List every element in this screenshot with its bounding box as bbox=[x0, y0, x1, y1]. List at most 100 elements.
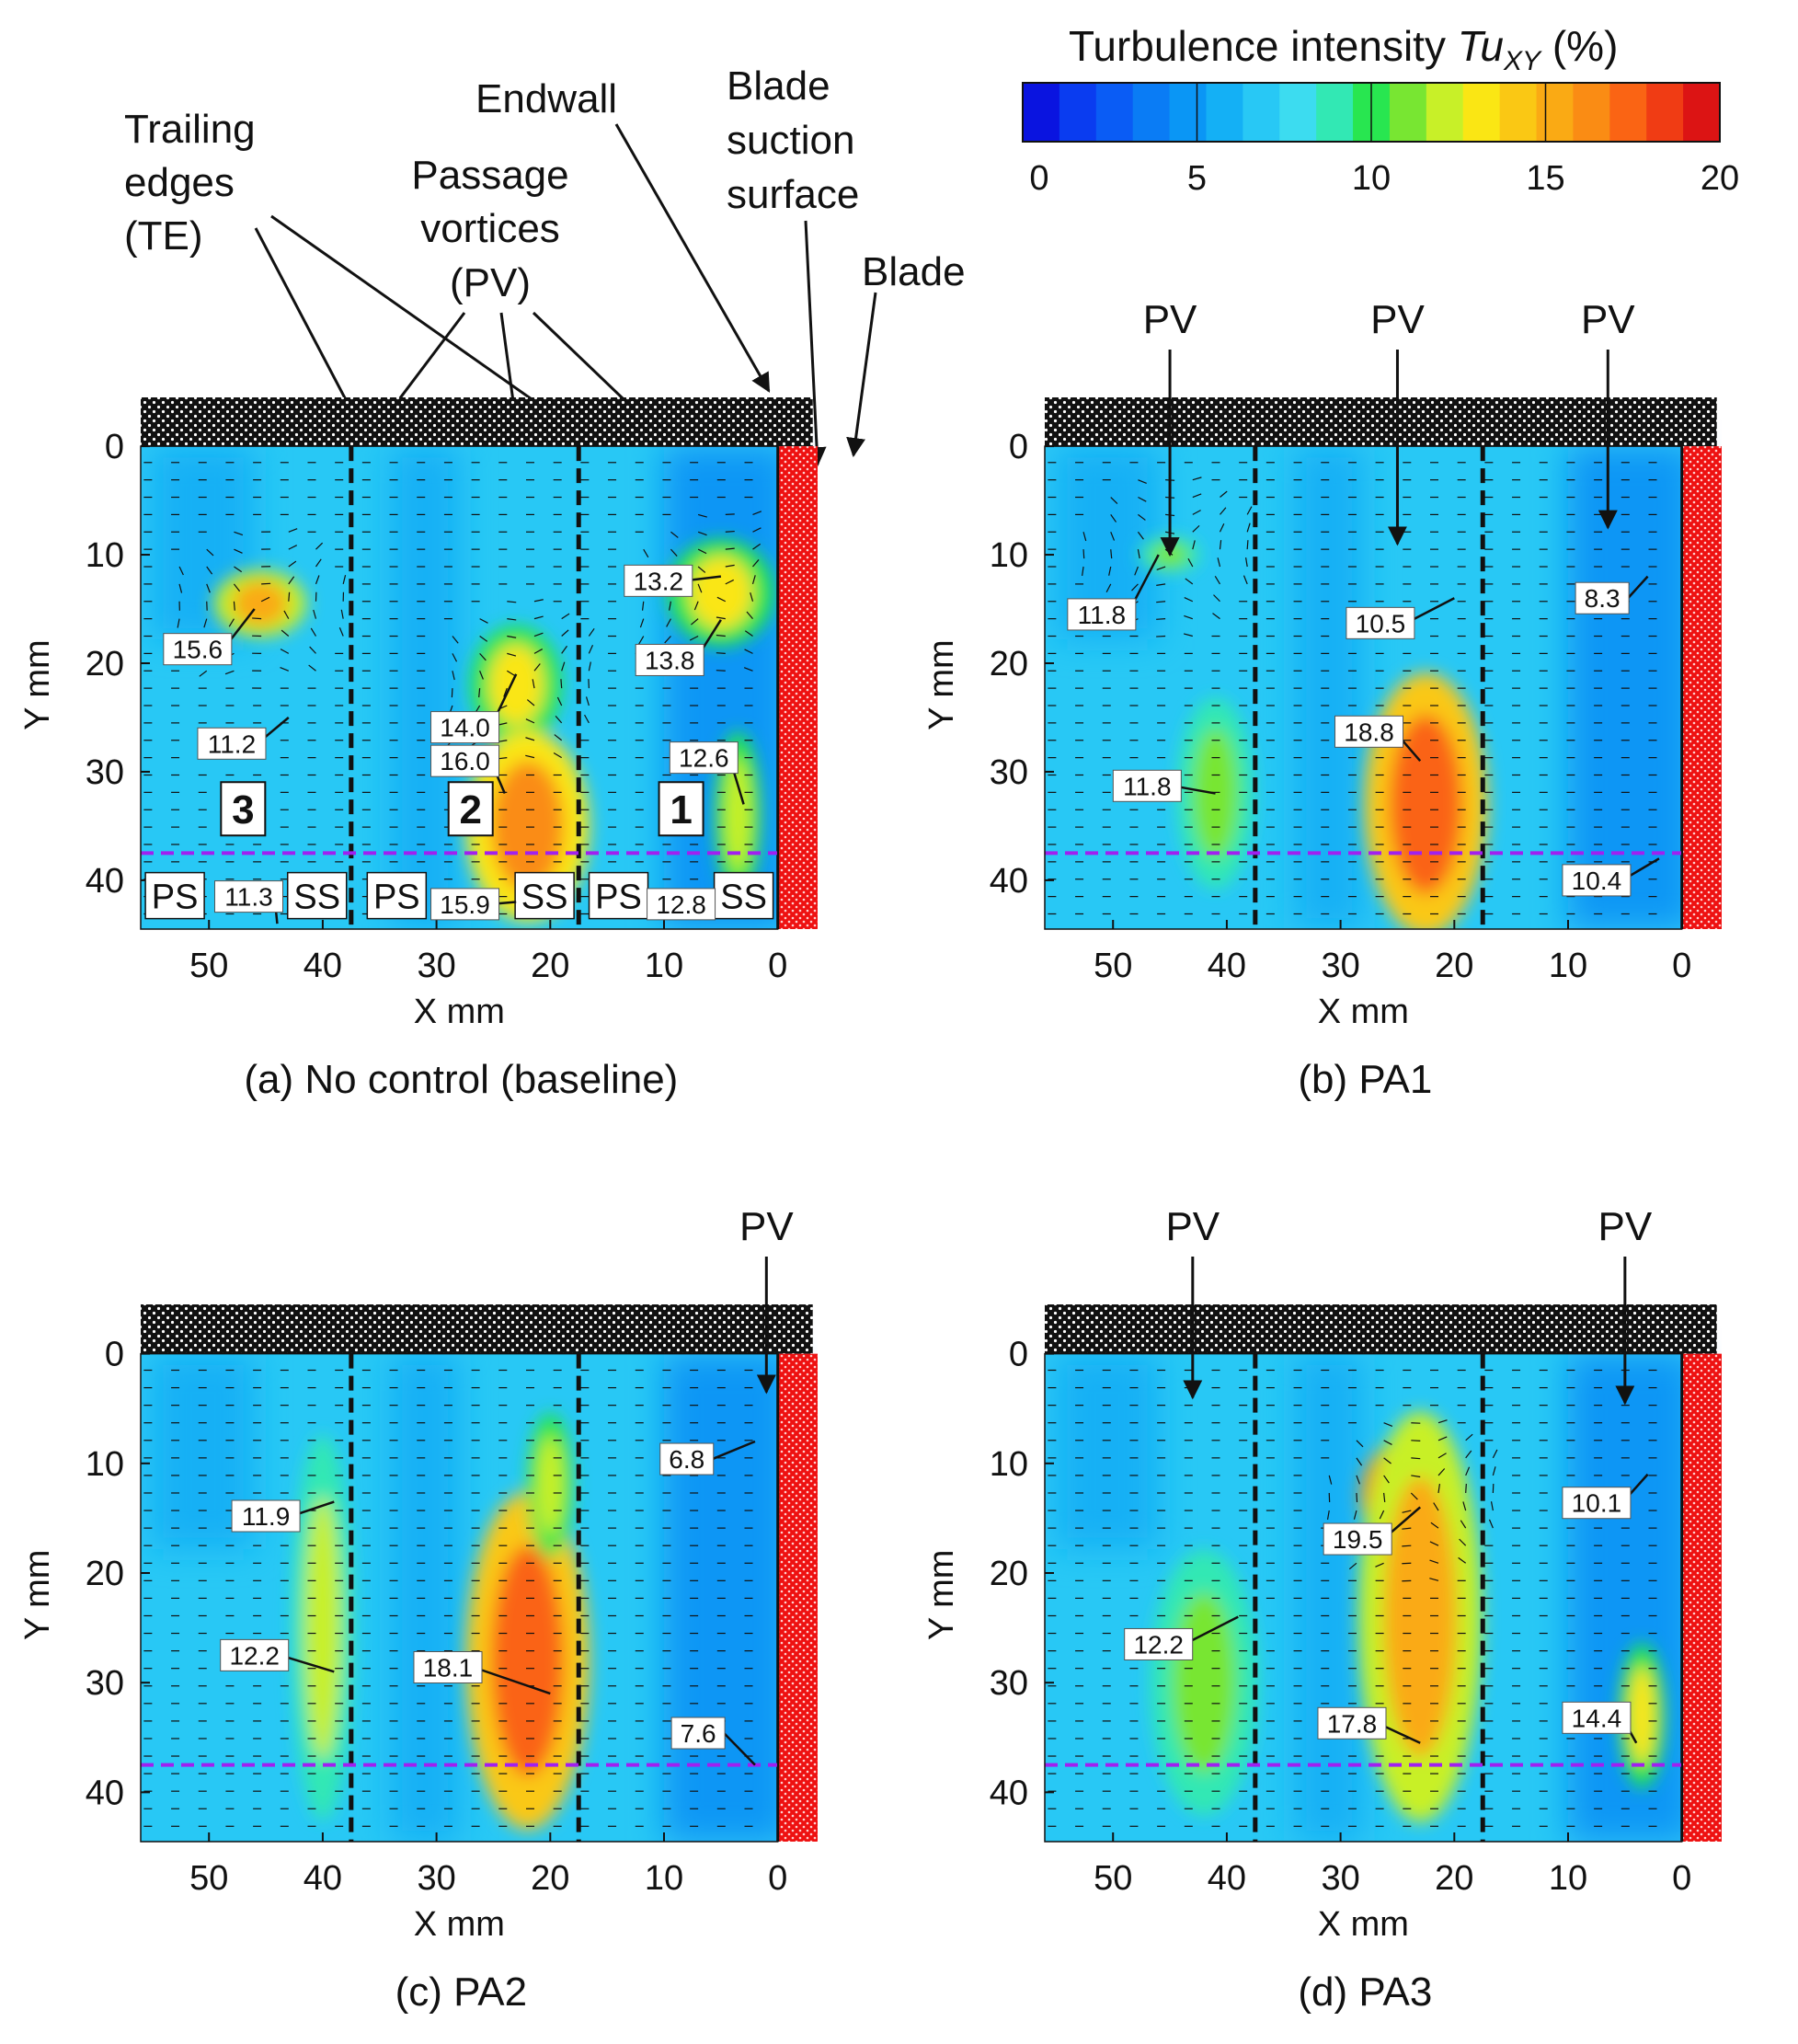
hotspot-core bbox=[490, 1545, 565, 1776]
vector-arrow bbox=[1348, 1562, 1357, 1570]
endwall-strip bbox=[1045, 397, 1717, 447]
data-label-box bbox=[197, 727, 267, 760]
data-label: 16.0 bbox=[440, 747, 490, 775]
blade-strip bbox=[1681, 1353, 1722, 1842]
vector-arrow bbox=[507, 635, 517, 638]
vector-arrow bbox=[283, 610, 290, 619]
hotspot-core bbox=[233, 580, 288, 626]
vector-arrow bbox=[1437, 1468, 1446, 1476]
plot-frame bbox=[1044, 445, 1683, 930]
vector-arrow bbox=[743, 667, 753, 672]
vector-arrow bbox=[725, 579, 735, 585]
vector-arrow bbox=[1220, 507, 1227, 515]
data-label-box bbox=[624, 564, 693, 597]
colorbar-tick-label: 0 bbox=[1029, 159, 1048, 198]
y-tick-label: 30 bbox=[990, 1664, 1028, 1703]
panel-d: 50 40 30 20 10 0 0 10 20 30 40 X mm Y mm (d) PA3 19.5 1… bbox=[922, 1204, 1722, 2015]
x-tick-label: 10 bbox=[1549, 1859, 1587, 1898]
vector-arrow bbox=[1465, 1483, 1467, 1494]
vector-arrow bbox=[1383, 1457, 1391, 1464]
data-label: 10.1 bbox=[1572, 1489, 1622, 1518]
vector-arrow bbox=[697, 583, 703, 593]
low-band bbox=[664, 1353, 790, 1842]
x-tick-label: 50 bbox=[189, 1859, 228, 1898]
x-tick-label: 20 bbox=[531, 947, 569, 985]
vector-arrow bbox=[1137, 549, 1140, 559]
vector-arrow bbox=[670, 531, 679, 538]
hotspot-core bbox=[1383, 1476, 1457, 1757]
colorbar-cell bbox=[1169, 83, 1208, 142]
plot-frame bbox=[140, 1352, 779, 1843]
panel-b: 50 40 30 20 10 0 0 10 20 30 40 X mm Y mm (b) PA1 11.8 1… bbox=[922, 297, 1722, 1102]
y-tick-label: 40 bbox=[86, 862, 124, 901]
vector-arrow bbox=[1430, 1522, 1439, 1529]
vector-arrow bbox=[752, 543, 762, 550]
x-tick-label: 0 bbox=[1672, 947, 1691, 985]
vector-arrow bbox=[1383, 1475, 1390, 1484]
data-label: 11.8 bbox=[1078, 601, 1126, 629]
vector-arrow bbox=[1411, 1457, 1421, 1460]
vector-arrow bbox=[1131, 583, 1139, 591]
data-label-leader bbox=[473, 1666, 551, 1695]
vector-arrow bbox=[1429, 1541, 1439, 1546]
colorbar-tick-label: 15 bbox=[1526, 159, 1564, 198]
vector-arrow bbox=[1492, 1466, 1496, 1476]
vector-arrow bbox=[533, 615, 544, 620]
vector-arrow bbox=[752, 527, 762, 533]
colorbar-title: Turbulence intensity TuXY (%) bbox=[1069, 22, 1618, 76]
vector-arrow bbox=[252, 617, 262, 620]
hotspot-core bbox=[304, 1496, 341, 1760]
data-label: 11.2 bbox=[208, 729, 256, 758]
vector-arrow bbox=[1246, 540, 1249, 550]
colorbar-tick-label: 5 bbox=[1187, 159, 1207, 198]
y-axis-label: Y mm bbox=[18, 1550, 57, 1641]
data-label-box bbox=[635, 643, 704, 676]
vector-arrow bbox=[1460, 1520, 1467, 1529]
vector-arrow bbox=[1217, 557, 1221, 568]
data-label-box bbox=[1124, 1627, 1194, 1660]
vector-arrow bbox=[288, 591, 291, 602]
endwall-strip bbox=[141, 397, 813, 447]
data-label: 11.9 bbox=[242, 1502, 290, 1531]
vector-arrow bbox=[554, 734, 563, 741]
vector-arrow bbox=[1356, 1475, 1360, 1485]
vector-arrow bbox=[1183, 633, 1193, 637]
data-label: 14.4 bbox=[1572, 1704, 1622, 1732]
arrow-endwall bbox=[614, 123, 771, 393]
vector-arrow bbox=[479, 636, 488, 642]
vector-arrow bbox=[664, 636, 671, 644]
vector-arrow bbox=[1192, 524, 1200, 533]
data-label: 12.8 bbox=[656, 890, 706, 919]
data-label-box bbox=[647, 888, 716, 921]
contour-field bbox=[141, 446, 790, 929]
colorbar-cell bbox=[1095, 83, 1134, 142]
vector-arrow bbox=[308, 664, 316, 672]
data-label: 14.0 bbox=[440, 714, 490, 742]
vector-arrow bbox=[725, 530, 735, 533]
vector-arrow bbox=[338, 627, 344, 637]
contour-field bbox=[1045, 1353, 1694, 1842]
region-number-box bbox=[658, 781, 704, 837]
vector-arrow bbox=[199, 670, 208, 677]
x-tick-label: 10 bbox=[645, 1859, 683, 1898]
y-tick-label: 20 bbox=[990, 1555, 1028, 1593]
region-number-box bbox=[220, 781, 267, 837]
vector-arrow bbox=[1328, 1475, 1333, 1485]
annotation-trailing-edges-line2: edges bbox=[124, 160, 235, 205]
surface-label: SS bbox=[293, 878, 340, 917]
annotation-trailing-edges-line1: Trailing bbox=[124, 107, 256, 152]
x-tick-label: 20 bbox=[531, 1859, 569, 1898]
vector-arrow bbox=[1462, 1501, 1467, 1511]
vector-arrow bbox=[525, 737, 535, 741]
surface-label: PS bbox=[152, 878, 199, 917]
colorbar-cell bbox=[1243, 83, 1280, 142]
colorbar-cell bbox=[1206, 83, 1243, 142]
x-tick-label: 20 bbox=[1435, 1859, 1473, 1898]
vector-arrow bbox=[288, 545, 298, 550]
data-label: 15.9 bbox=[440, 890, 490, 919]
data-label-box bbox=[1334, 715, 1404, 748]
vector-arrow bbox=[1437, 1484, 1441, 1494]
annotation-trailing-edges-line3: (TE) bbox=[124, 213, 203, 258]
vector-arrow bbox=[288, 528, 298, 533]
vector-arrow bbox=[1488, 1519, 1494, 1529]
